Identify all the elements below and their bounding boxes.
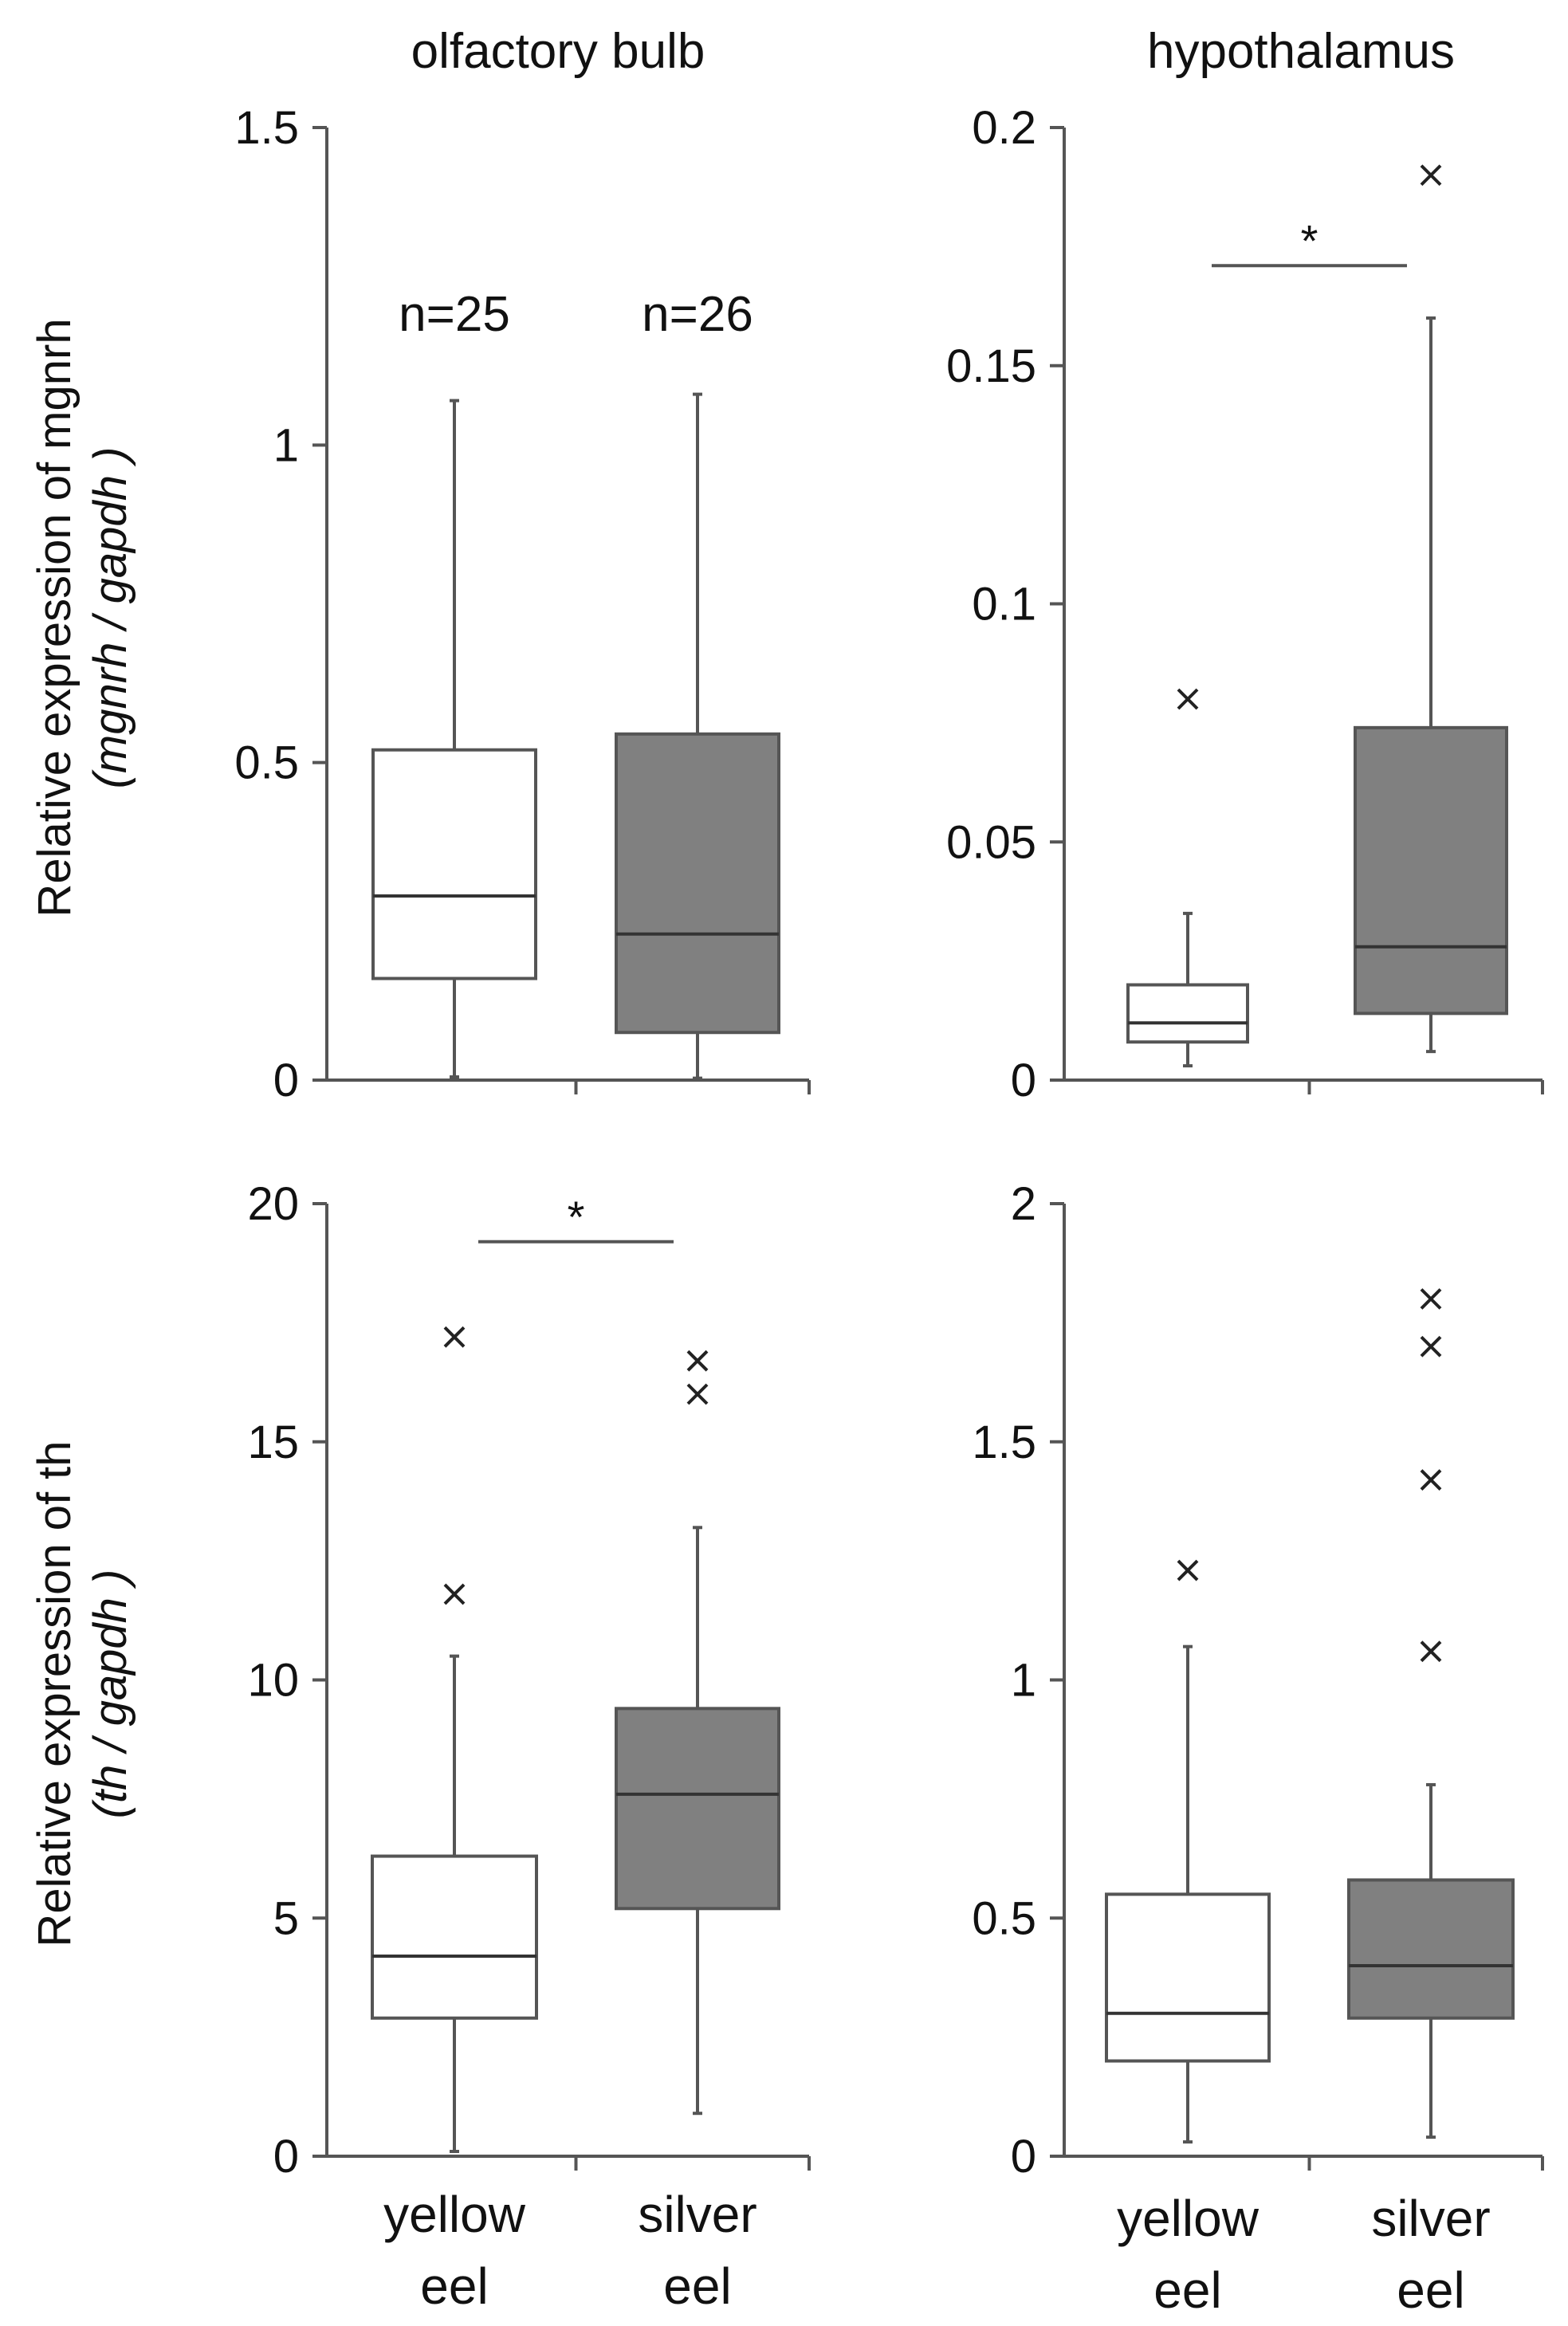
y-tick-label: 0.5 [972, 1892, 1036, 1944]
box-yellow [1105, 1892, 1271, 2063]
box-silver [1354, 725, 1508, 1016]
n-label-silver: n=26 [642, 287, 753, 342]
category-label-yellow-line2: eel [420, 2257, 488, 2315]
category-label-silver-line1-right: silver [1371, 2190, 1490, 2247]
y-tick-label: 0 [273, 2131, 299, 2183]
panel-hypothalamus-th: 0 0.5 1 1.5 2 [972, 1178, 1544, 2183]
n-label-yellow: n=25 [399, 287, 510, 342]
y-tick-label: 1.5 [972, 1416, 1036, 1468]
column-title-olfactory-bulb: olfactory bulb [411, 24, 705, 79]
y-tick-label: 0.15 [946, 340, 1036, 392]
y-tick-label: 1 [273, 419, 299, 471]
y-tick-label: 5 [273, 1892, 299, 1944]
box-silver [615, 732, 780, 1035]
outlier-marker-silver [1420, 1640, 1442, 1663]
outlier-marker-silver [1420, 1288, 1442, 1310]
y-tick-label: 1.5 [234, 102, 299, 154]
category-label-silver-line2-right: eel [1397, 2261, 1464, 2319]
y-tick-label: 0.1 [972, 579, 1036, 631]
row2-ylabel-line1: Relative expression of th [29, 1440, 81, 1947]
category-label-silver-line1: silver [638, 2186, 756, 2243]
row2-ylabel-line2: (th / gapdh ) [84, 1570, 136, 1819]
significance-star: * [568, 1192, 585, 1242]
column-title-hypothalamus: hypothalamus [1147, 24, 1455, 79]
panel-hypothalamus-mgnrh: 0 0.05 0.1 0.15 0.2 * [946, 102, 1544, 1106]
outlier-marker-yellow [1177, 1559, 1199, 1581]
outlier-marker-silver [1420, 164, 1442, 187]
y-tick-label: 15 [247, 1416, 299, 1468]
y-tick-label: 0 [1011, 1055, 1036, 1106]
row1-ylabel-line1: Relative expression of mgnrh [29, 318, 81, 917]
row1-ylabel-line2: (mgnrh / gapdh ) [84, 447, 136, 789]
outlier-marker-yellow [443, 1583, 466, 1605]
category-label-yellow-line2-right: eel [1153, 2261, 1221, 2319]
box-silver [615, 1707, 780, 1911]
outlier-marker-yellow [443, 1326, 466, 1348]
box-yellow [371, 1854, 538, 2020]
category-label-yellow-line1-right: yellow [1117, 2190, 1260, 2247]
y-tick-label: 0.05 [946, 816, 1036, 868]
panel-olfactory-bulb-th: 0 5 10 15 20 * [247, 1178, 811, 2183]
outlier-marker-silver [686, 1383, 709, 1405]
box-yellow [1126, 983, 1249, 1044]
y-tick-label: 20 [247, 1178, 299, 1230]
outlier-marker-silver [686, 1350, 709, 1372]
y-tick-label: 10 [247, 1655, 299, 1707]
box-silver [1347, 1878, 1515, 2020]
y-tick-label: 2 [1011, 1178, 1036, 1230]
y-tick-label: 0 [1011, 2131, 1036, 2183]
category-label-silver-line2: eel [663, 2257, 731, 2315]
significance-star: * [1301, 215, 1318, 265]
box-yellow [371, 748, 537, 980]
panel-olfactory-bulb-mgnrh: 0 0.5 1 1.5 [234, 102, 811, 1106]
y-tick-label: 0 [273, 1055, 299, 1106]
outlier-marker-silver [1420, 1335, 1442, 1357]
outlier-marker-yellow [1177, 688, 1199, 710]
y-tick-label: 0.5 [234, 737, 299, 789]
y-tick-label: 1 [1011, 1655, 1036, 1707]
outlier-marker-silver [1420, 1469, 1442, 1491]
y-tick-label: 0.2 [972, 102, 1036, 154]
category-label-yellow-line1: yellow [383, 2186, 526, 2243]
